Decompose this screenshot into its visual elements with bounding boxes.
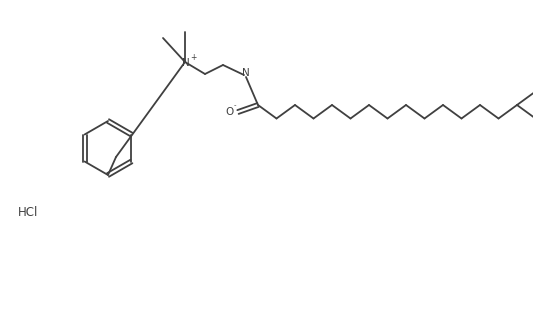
Text: N: N (182, 58, 190, 68)
Text: -: - (234, 102, 236, 108)
Text: +: + (190, 52, 196, 62)
Text: N: N (242, 68, 250, 78)
Text: O: O (226, 107, 234, 117)
Text: HCl: HCl (18, 206, 38, 220)
